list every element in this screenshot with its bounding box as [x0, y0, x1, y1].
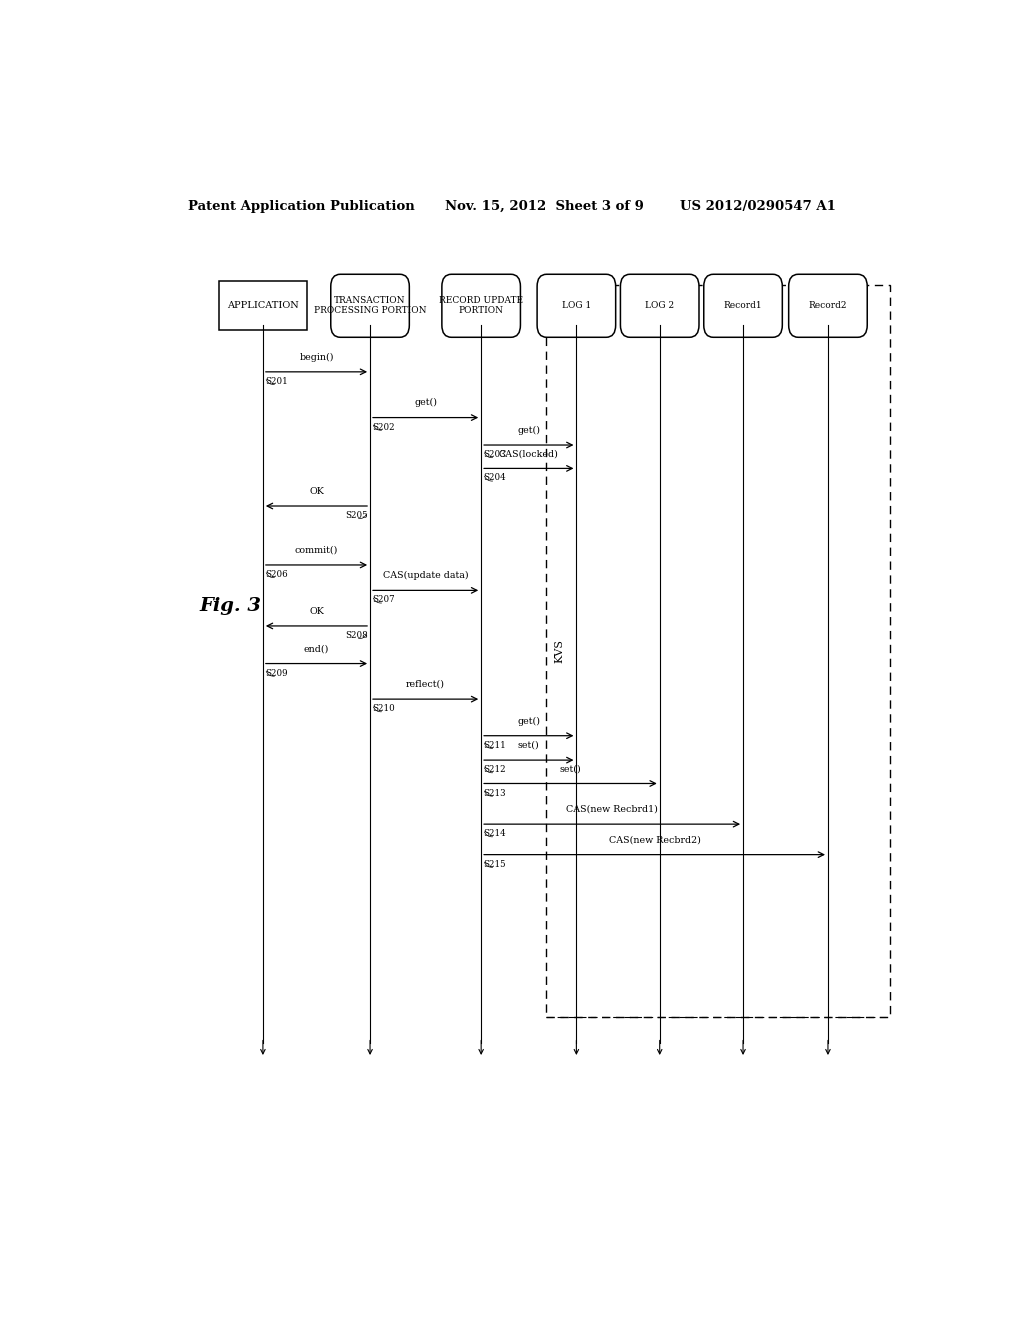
- Text: TRANSACTION
PROCESSING PORTION: TRANSACTION PROCESSING PORTION: [313, 296, 426, 315]
- Text: OK: OK: [309, 607, 324, 615]
- Text: }: }: [360, 504, 368, 515]
- FancyBboxPatch shape: [538, 275, 615, 338]
- Text: {: {: [262, 380, 268, 389]
- Text: RECORD UPDATE
PORTION: RECORD UPDATE PORTION: [439, 296, 523, 315]
- Text: Nov. 15, 2012  Sheet 3 of 9: Nov. 15, 2012 Sheet 3 of 9: [445, 199, 644, 213]
- Text: S212: S212: [483, 766, 506, 775]
- FancyBboxPatch shape: [331, 275, 410, 338]
- Text: {: {: [480, 792, 486, 801]
- FancyBboxPatch shape: [621, 275, 699, 338]
- Text: get(): get(): [517, 426, 541, 434]
- Text: LOG 1: LOG 1: [562, 301, 591, 310]
- Text: {: {: [262, 573, 268, 582]
- FancyBboxPatch shape: [219, 281, 306, 330]
- Text: {: {: [259, 661, 266, 672]
- Text: Record2: Record2: [809, 301, 847, 310]
- Text: S210: S210: [373, 704, 395, 713]
- Text: {: {: [480, 833, 486, 841]
- Text: {: {: [367, 416, 373, 426]
- Text: {: {: [480, 863, 486, 871]
- Text: {: {: [367, 697, 373, 708]
- Text: end(): end(): [304, 644, 329, 653]
- Text: set(): set(): [518, 741, 540, 750]
- Text: CAS(locked): CAS(locked): [499, 449, 559, 458]
- Text: S213: S213: [483, 788, 506, 797]
- FancyBboxPatch shape: [788, 275, 867, 338]
- Text: {: {: [259, 370, 266, 380]
- Text: S215: S215: [483, 859, 506, 869]
- Text: S211: S211: [483, 741, 506, 750]
- Text: {: {: [262, 672, 268, 681]
- Text: {: {: [480, 744, 486, 752]
- Text: Record1: Record1: [724, 301, 762, 310]
- Text: }: }: [360, 623, 368, 635]
- Text: S214: S214: [483, 829, 506, 838]
- Text: OK: OK: [309, 487, 324, 496]
- Text: {: {: [367, 587, 373, 599]
- Text: CAS(update data): CAS(update data): [383, 572, 468, 581]
- Text: CAS(new Recbrd1): CAS(new Recbrd1): [566, 805, 658, 814]
- Text: {: {: [370, 708, 376, 717]
- Text: CAS(new Recbrd2): CAS(new Recbrd2): [608, 836, 700, 845]
- Text: US 2012/0290547 A1: US 2012/0290547 A1: [680, 199, 836, 213]
- Text: Fig. 3: Fig. 3: [200, 597, 261, 615]
- Text: S202: S202: [373, 422, 395, 432]
- Text: S206: S206: [265, 570, 288, 579]
- Text: {: {: [477, 758, 484, 768]
- Text: {: {: [365, 634, 371, 643]
- Text: S208: S208: [345, 631, 368, 640]
- Text: get(): get(): [517, 717, 541, 726]
- Text: set(): set(): [559, 764, 582, 774]
- Text: KVS: KVS: [554, 639, 564, 664]
- Text: {: {: [477, 466, 484, 477]
- Text: {: {: [365, 515, 371, 523]
- Text: {: {: [477, 853, 484, 863]
- Text: APPLICATION: APPLICATION: [227, 301, 299, 310]
- Text: Patent Application Publication: Patent Application Publication: [187, 199, 415, 213]
- Text: {: {: [480, 477, 486, 486]
- FancyBboxPatch shape: [442, 275, 520, 338]
- Text: S207: S207: [373, 595, 395, 605]
- Text: commit(): commit(): [295, 545, 338, 554]
- Text: {: {: [477, 822, 484, 833]
- Text: {: {: [480, 768, 486, 777]
- Text: {: {: [477, 734, 484, 744]
- Text: {: {: [477, 442, 484, 454]
- Text: S203: S203: [483, 450, 506, 459]
- Text: get(): get(): [414, 399, 437, 408]
- Text: {: {: [480, 453, 486, 462]
- Text: S204: S204: [483, 474, 506, 483]
- Text: {: {: [259, 562, 266, 573]
- FancyBboxPatch shape: [703, 275, 782, 338]
- Text: S205: S205: [345, 511, 368, 520]
- Text: S209: S209: [265, 669, 288, 677]
- Text: {: {: [477, 781, 484, 792]
- Text: LOG 2: LOG 2: [645, 301, 674, 310]
- Text: begin(): begin(): [299, 352, 334, 362]
- Text: S201: S201: [265, 378, 288, 385]
- Text: {: {: [370, 426, 376, 434]
- Text: reflect(): reflect(): [407, 680, 445, 689]
- Text: {: {: [370, 598, 376, 607]
